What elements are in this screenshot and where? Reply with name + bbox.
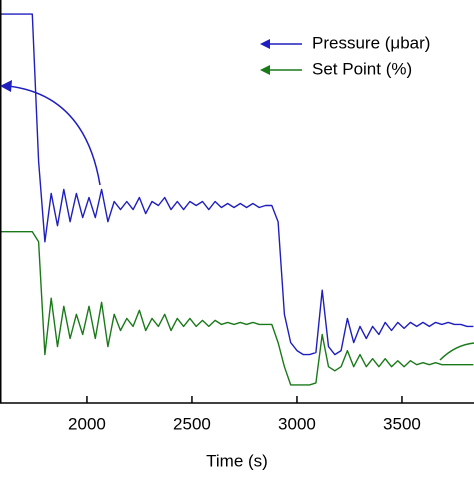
series-line	[0, 13, 474, 356]
arrow-head	[0, 80, 12, 92]
x-tick-label: 2000	[68, 414, 106, 433]
legend: Pressure (μbar) Set Point (%)	[260, 33, 430, 78]
plot-area	[0, 13, 474, 386]
legend-arrow	[260, 39, 270, 49]
x-tick-label: 3500	[383, 414, 421, 433]
annotation-arrow	[7, 85, 101, 186]
legend-arrow	[260, 65, 270, 75]
legend-label: Pressure (μbar)	[312, 33, 430, 52]
legend-label: Set Point (%)	[312, 59, 412, 78]
x-axis-title: Time (s)	[206, 451, 268, 470]
x-tick-label: 2500	[173, 414, 211, 433]
series-line	[0, 231, 474, 386]
annotation-arrow	[439, 342, 474, 361]
x-tick-label: 3000	[278, 414, 316, 433]
